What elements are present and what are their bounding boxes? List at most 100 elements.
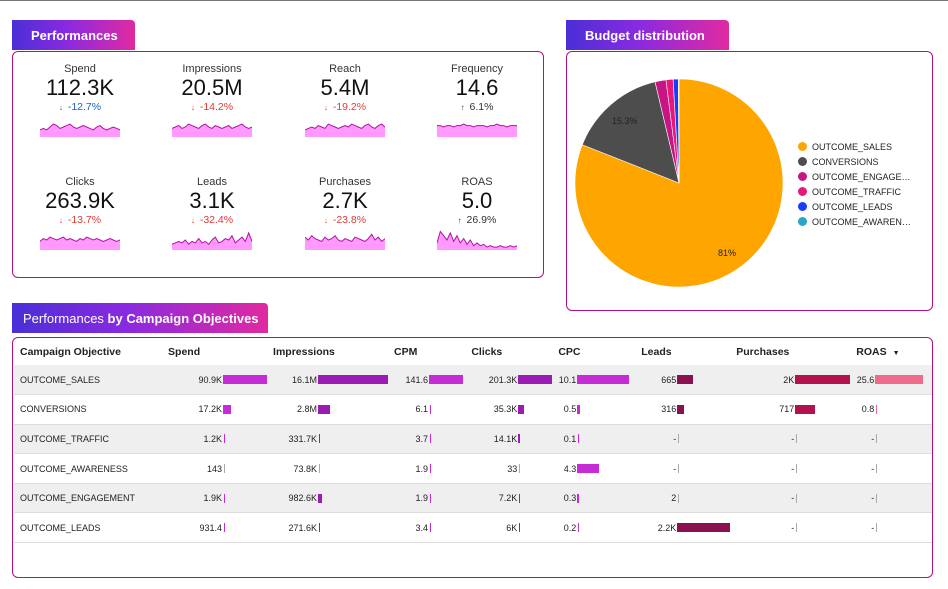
kpi-reach: Reach 5.4M ↓ -19.2% — [290, 63, 400, 137]
table-row[interactable]: OUTCOME_AWARENESS 143 73.8K 1.9 33 4.3 - - - — [14, 453, 932, 484]
sparkline-line — [305, 233, 385, 243]
legend-item[interactable]: OUTCOME_TRAFFIC — [798, 184, 911, 199]
cell-value: - — [871, 522, 875, 533]
cell-bar-tick — [224, 493, 226, 503]
legend-dot-icon — [798, 202, 807, 211]
cell-cpm: 1.9 — [388, 453, 466, 484]
cell-bar — [795, 404, 816, 414]
cell-value: 6.1 — [415, 404, 429, 415]
cell-value: 3.4 — [415, 522, 429, 533]
cell-clicks: 35.3K — [465, 394, 553, 425]
cell-bar-tick — [578, 434, 580, 444]
cell-cpm: 141.6 — [388, 365, 466, 396]
cell-value: - — [673, 433, 677, 444]
column-header-cpc[interactable]: CPC — [552, 339, 635, 365]
column-header-clicks[interactable]: Clicks — [465, 339, 552, 365]
cell-value: - — [871, 493, 875, 504]
column-header-spend[interactable]: Spend — [162, 339, 267, 365]
performances-title: Performances — [31, 27, 118, 43]
cell-value: 1.9K — [203, 493, 223, 504]
kpi-roas: ROAS 5.0 ↑ 26.9% — [422, 176, 532, 250]
kpi-frequency: Frequency 14.6 ↑ 6.1% — [422, 63, 532, 137]
kpi-label: Impressions — [182, 63, 242, 75]
kpi-label: Spend — [64, 63, 96, 75]
cell-bar-tick — [876, 404, 878, 414]
cell-cpc: 0.2 — [552, 512, 636, 544]
column-header-purchases[interactable]: Purchases — [730, 339, 850, 365]
table-row[interactable]: OUTCOME_TRAFFIC 1.2K 331.7K 3.7 14.1K 0.1 - - - — [14, 424, 932, 455]
kpi-label: Reach — [329, 63, 361, 75]
column-header-label: Impressions — [273, 346, 335, 358]
legend-item[interactable]: OUTCOME_ENGAGE… — [798, 169, 911, 184]
cell-value: - — [871, 433, 875, 444]
kpi-purchases: Purchases 2.7K ↓ -23.8% — [290, 176, 400, 250]
cell-bar-tick — [796, 493, 798, 503]
legend-item[interactable]: OUTCOME_LEADS — [798, 199, 911, 214]
cell-bar-tick — [319, 434, 321, 444]
kpi-label: Purchases — [319, 176, 371, 188]
cell-value: 3.7 — [415, 433, 429, 444]
cell-impressions: 331.7K — [267, 424, 389, 455]
sort-descending-icon[interactable]: ▼ — [892, 350, 900, 357]
cell-roas: 0.8 — [850, 394, 932, 425]
cell-bar — [223, 375, 268, 385]
pie-label-conversions: 15.3% — [612, 116, 638, 126]
cell-value: 316 — [661, 404, 677, 415]
legend-label: OUTCOME_TRAFFIC — [812, 186, 901, 197]
column-header-cpm[interactable]: CPM — [388, 339, 465, 365]
table-row[interactable]: OUTCOME_SALES 90.9K 16.1M 141.6 201.3K 10.1 66… — [14, 365, 932, 396]
campaign-table-title-a: Performances — [23, 310, 104, 326]
cell-roas: - — [850, 453, 932, 484]
cell-leads: 665 — [635, 365, 731, 396]
kpi-sparkline — [172, 231, 252, 250]
cell-bar-tick — [678, 493, 680, 503]
cell-impressions: 16.1M — [267, 365, 389, 396]
cell-roas: - — [850, 512, 932, 544]
cell-bar — [518, 375, 553, 385]
table-row[interactable]: OUTCOME_ENGAGEMENT 1.9K 982.6K 1.9 7.2K 0.3 2 -… — [14, 483, 932, 514]
column-header-roas[interactable]: ROAS ▼ — [850, 339, 932, 365]
kpi-delta-value: -19.2% — [329, 101, 367, 113]
cell-bar-tick — [678, 434, 680, 444]
column-header-campaign-objective[interactable]: Campaign Objective — [14, 339, 162, 365]
sparkline-line — [40, 236, 120, 242]
kpi-delta-value: 26.9% — [463, 214, 497, 226]
pie-slice-5[interactable] — [678, 78, 680, 184]
cell-objective: OUTCOME_AWARENESS — [14, 453, 163, 484]
cell-value: - — [673, 463, 677, 474]
cell-clicks: 33 — [465, 453, 553, 484]
table-row[interactable]: CONVERSIONS 17.2K 2.8M 6.1 35.3K 0.5 316 717 0.8 — [14, 394, 932, 425]
cell-bar-tick — [876, 523, 878, 533]
kpi-delta: ↓ -23.8% — [290, 214, 400, 226]
table-row[interactable]: OUTCOME_LEADS 931.4 271.6K 3.4 6K 0.2 2.2K - - — [14, 512, 932, 544]
legend-item[interactable]: OUTCOME_SALES — [798, 139, 911, 154]
cell-value: 25.6 — [856, 374, 875, 385]
cell-value: 35.3K — [493, 404, 518, 415]
column-header-leads[interactable]: Leads — [635, 339, 730, 365]
kpi-delta-value: -12.7% — [64, 101, 102, 113]
cell-value: 201.3K — [488, 374, 518, 385]
cell-leads: 2 — [635, 483, 731, 514]
pie-slice-1[interactable] — [581, 81, 680, 184]
kpi-delta-value: -14.2% — [196, 101, 234, 113]
cell-bar-tick — [796, 523, 798, 533]
kpi-spend: Spend 112.3K ↓ -12.7% — [25, 63, 135, 137]
legend-item[interactable]: CONVERSIONS — [798, 154, 911, 169]
kpi-sparkline — [40, 236, 120, 250]
legend-item[interactable]: OUTCOME_AWAREN… — [798, 214, 911, 229]
cell-spend: 143 — [162, 453, 268, 484]
cell-value: 331.7K — [288, 433, 318, 444]
cell-cpm: 1.9 — [388, 483, 466, 514]
cell-value: 931.4 — [199, 522, 223, 533]
cell-cpc: 4.3 — [552, 453, 636, 484]
arrow-down-icon: ↓ — [190, 103, 195, 112]
kpi-value: 112.3K — [45, 75, 115, 100]
cell-bar — [518, 404, 525, 414]
sparkline-area — [40, 124, 120, 137]
sparkline-line — [305, 123, 385, 131]
table-header-row: Campaign Objective Spend Impressions CPM Cli… — [14, 339, 932, 365]
column-header-label: CPM — [394, 346, 418, 358]
budget-tab: Budget distribution — [566, 20, 729, 50]
column-header-impressions[interactable]: Impressions — [267, 339, 388, 365]
arrow-down-icon: ↓ — [323, 216, 328, 225]
